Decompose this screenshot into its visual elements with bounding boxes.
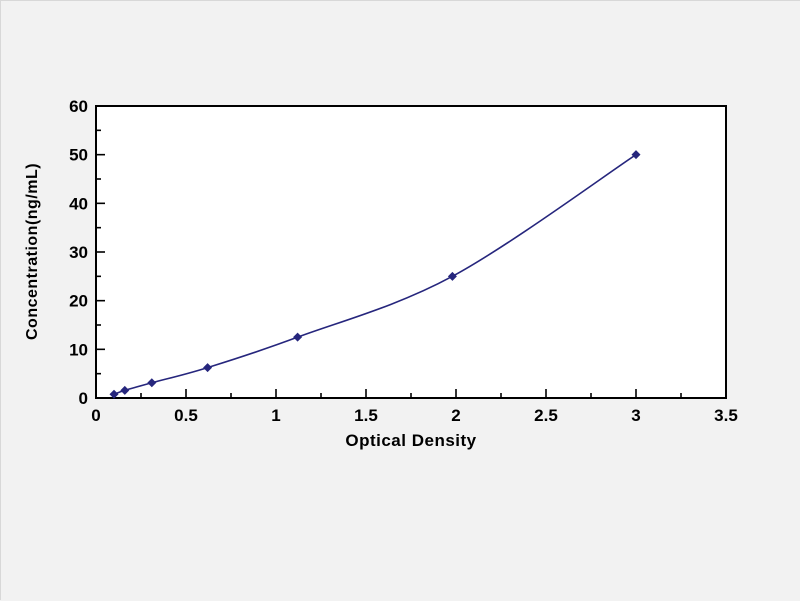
y-axis-label: Concentration(ng/mL) — [24, 162, 41, 340]
svg-text:1: 1 — [271, 406, 280, 425]
svg-text:20: 20 — [69, 292, 88, 311]
svg-text:0: 0 — [91, 406, 100, 425]
svg-text:60: 60 — [69, 97, 88, 116]
svg-text:2.5: 2.5 — [534, 406, 558, 425]
svg-text:10: 10 — [69, 340, 88, 359]
svg-text:30: 30 — [69, 243, 88, 262]
svg-text:3.5: 3.5 — [714, 406, 738, 425]
x-axis-label: Optical Density — [345, 431, 477, 450]
svg-text:0: 0 — [79, 389, 88, 408]
svg-text:2: 2 — [451, 406, 460, 425]
svg-text:1.5: 1.5 — [354, 406, 378, 425]
svg-text:0.5: 0.5 — [174, 406, 198, 425]
svg-text:3: 3 — [631, 406, 640, 425]
svg-text:40: 40 — [69, 194, 88, 213]
svg-text:50: 50 — [69, 146, 88, 165]
